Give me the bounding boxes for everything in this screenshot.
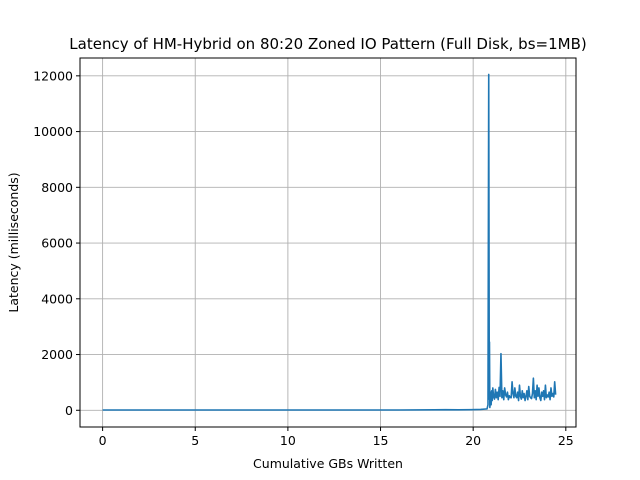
x-axis-label: Cumulative GBs Written bbox=[253, 456, 403, 471]
y-tick-label: 2000 bbox=[41, 347, 73, 362]
tick-layer: 0 5 10 15 20 25 0 2000 4000 6000 8000 10000 12000 bbox=[33, 68, 574, 448]
latency-series-line bbox=[102, 73, 557, 411]
x-tick-label: 0 bbox=[99, 433, 107, 448]
y-tick-label: 8000 bbox=[41, 180, 73, 195]
x-tick-label: 15 bbox=[373, 433, 389, 448]
y-tick-label: 10000 bbox=[33, 124, 73, 139]
grid-layer bbox=[80, 58, 576, 427]
x-tick-label: 5 bbox=[191, 433, 199, 448]
x-tick-label: 10 bbox=[280, 433, 296, 448]
y-tick-label: 4000 bbox=[41, 291, 73, 306]
y-axis-label: Latency (milliseconds) bbox=[6, 172, 21, 312]
x-tick-label: 25 bbox=[558, 433, 574, 448]
x-tick-label: 20 bbox=[465, 433, 481, 448]
y-tick-label: 6000 bbox=[41, 236, 73, 251]
series-layer bbox=[102, 73, 557, 411]
plot-frame bbox=[79, 57, 577, 428]
y-tick-label: 12000 bbox=[33, 68, 73, 83]
chart-title: Latency of HM-Hybrid on 80:20 Zoned IO P… bbox=[69, 35, 586, 53]
y-tick-label: 0 bbox=[65, 403, 73, 418]
